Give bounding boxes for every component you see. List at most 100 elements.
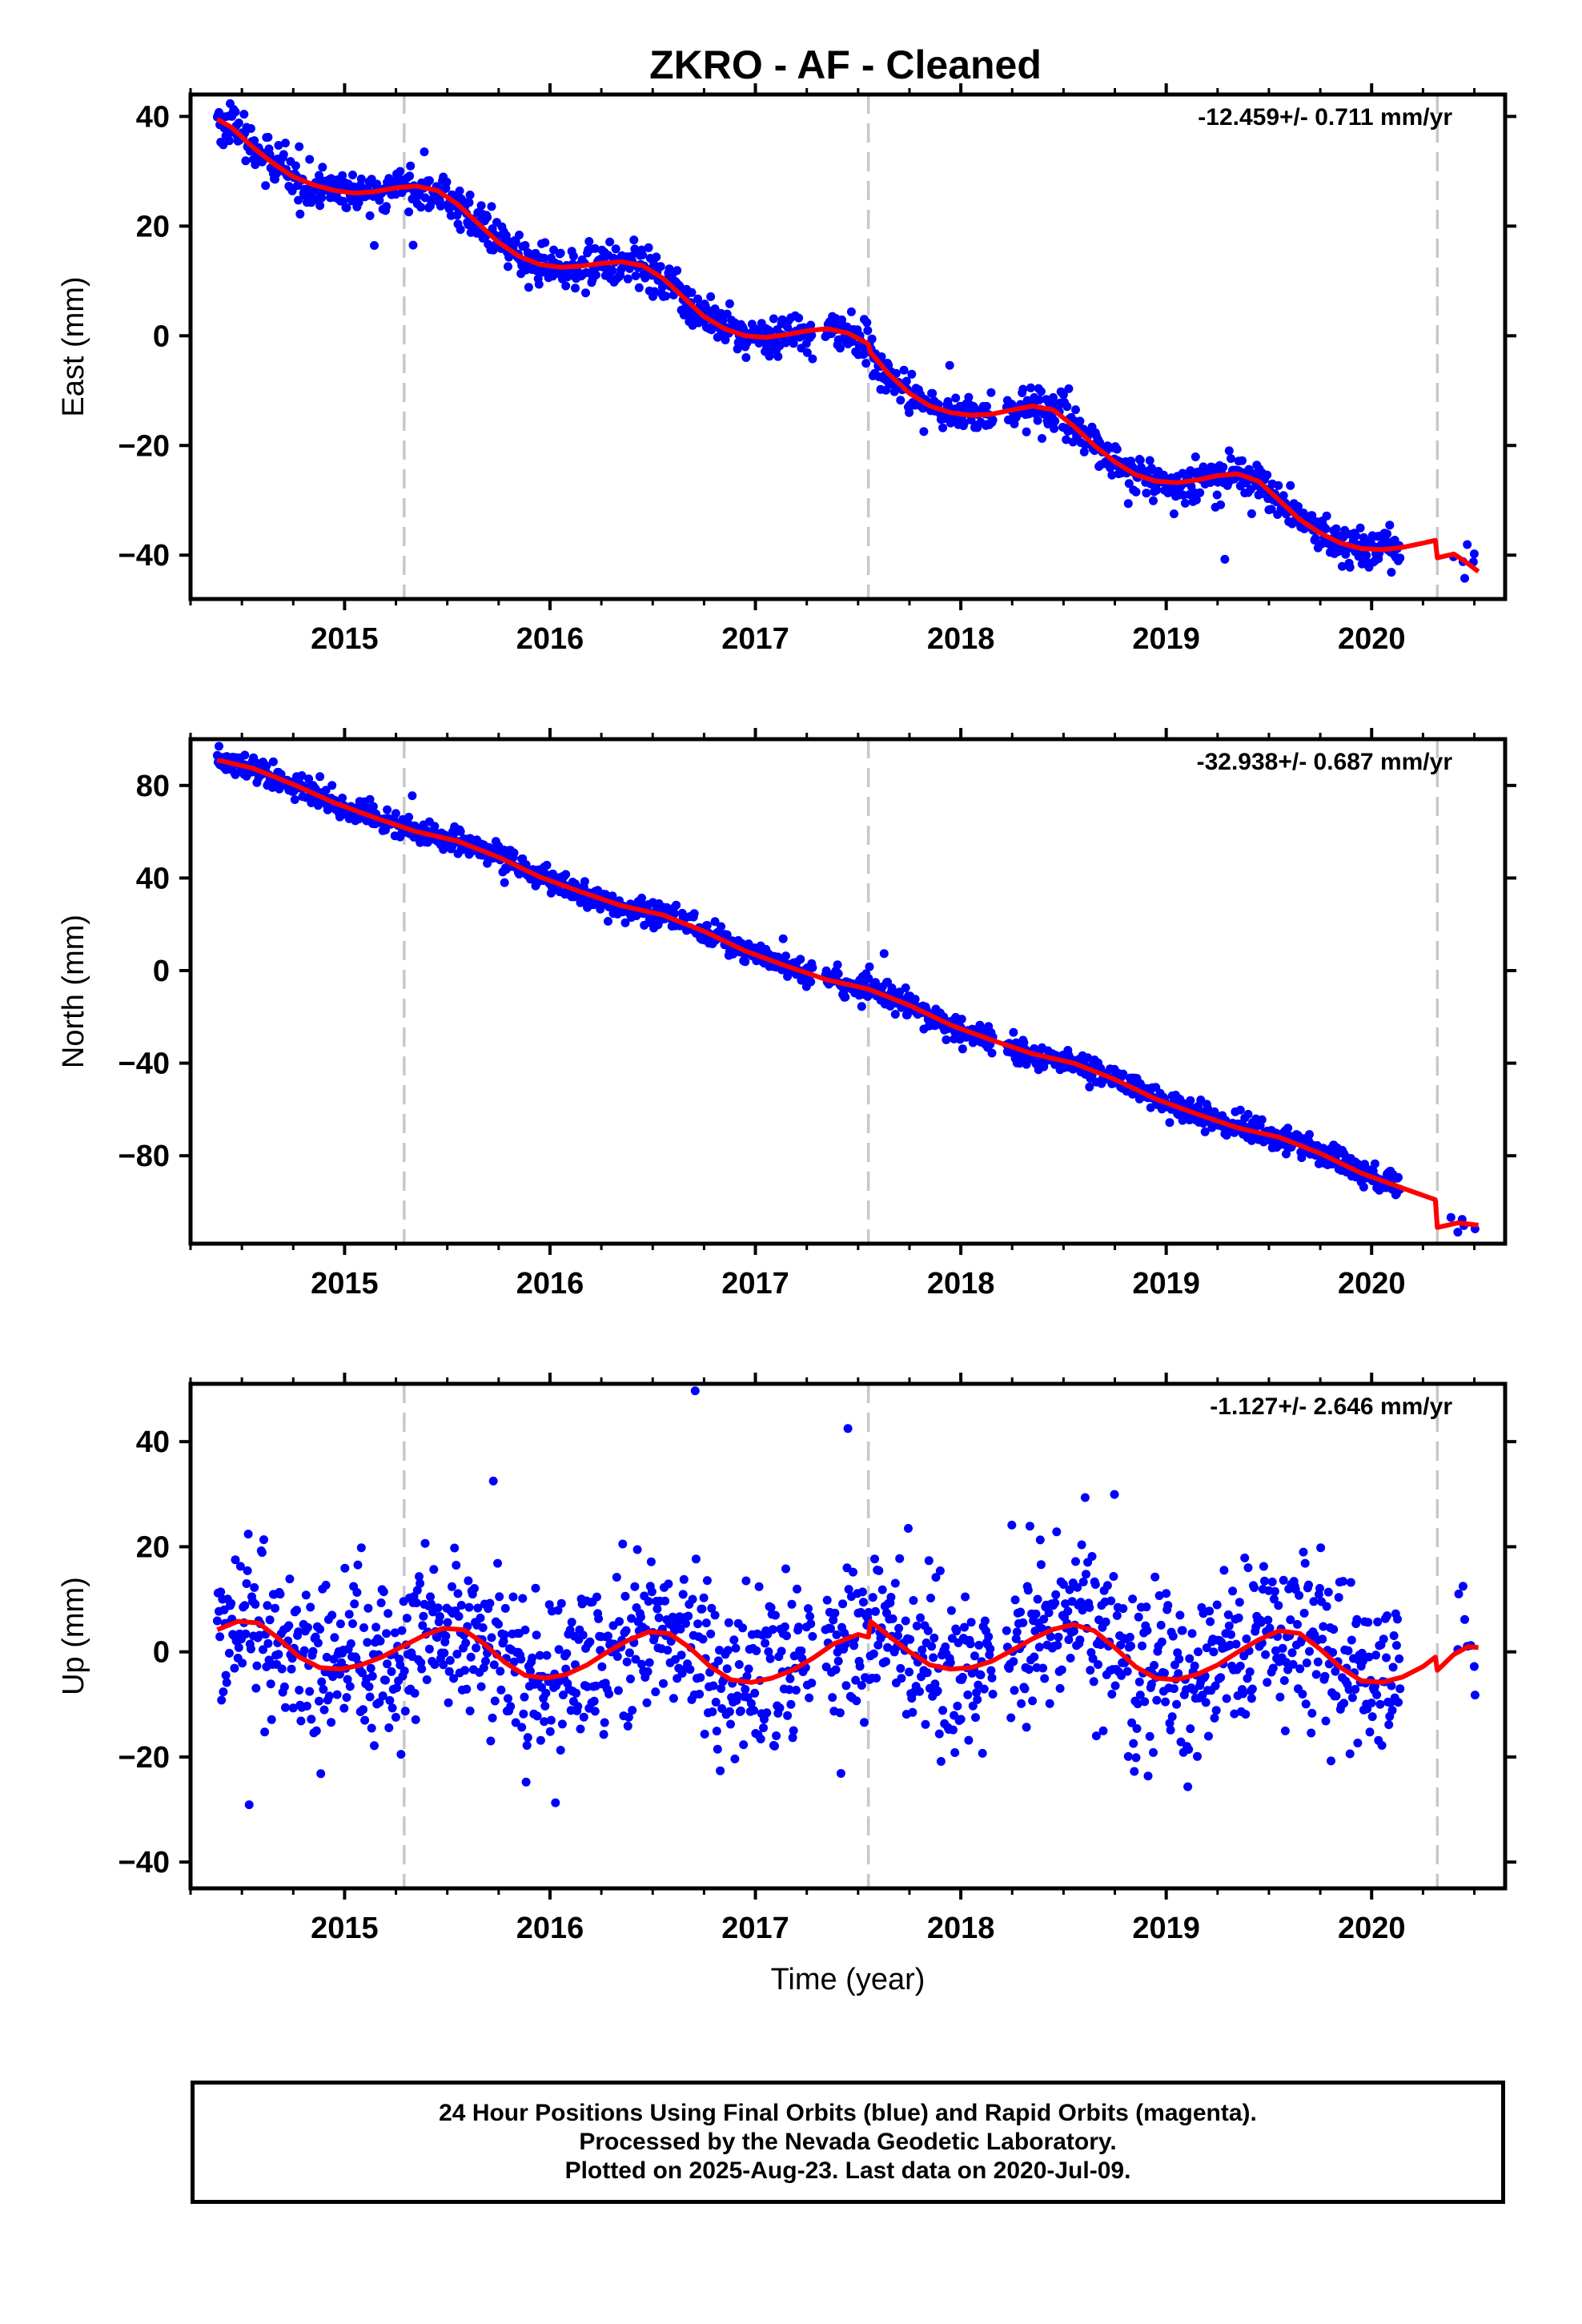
x-tick-label: 2020: [1338, 1912, 1406, 1945]
data-point: [556, 1598, 566, 1608]
data-point: [904, 1524, 913, 1533]
data-point: [384, 1723, 394, 1732]
data-point: [1351, 1685, 1360, 1694]
data-point: [1321, 1716, 1331, 1726]
data-point: [241, 1629, 251, 1638]
data-point: [852, 1696, 861, 1706]
data-point: [1178, 1626, 1187, 1635]
data-point: [1298, 1690, 1307, 1699]
data-point: [722, 1664, 732, 1674]
data-point: [650, 287, 660, 296]
data-point: [1089, 1677, 1098, 1687]
data-point: [368, 802, 378, 811]
data-point: [576, 1724, 585, 1734]
data-point: [1204, 1731, 1213, 1741]
y-tick-label: 40: [136, 862, 170, 895]
data-point: [365, 211, 375, 220]
data-point: [1010, 1686, 1019, 1695]
y-tick-label: −40: [118, 1047, 170, 1081]
data-point: [240, 1601, 250, 1610]
data-point: [1163, 1601, 1173, 1610]
model-line: [216, 758, 1479, 1230]
data-point: [571, 283, 580, 293]
data-point: [504, 252, 514, 262]
data-point: [877, 352, 886, 361]
data-point: [725, 1707, 734, 1716]
data-point: [831, 1665, 841, 1675]
data-point: [456, 225, 465, 235]
data-point: [315, 201, 325, 211]
data-point: [1101, 1617, 1110, 1626]
data-point: [509, 848, 519, 858]
data-point: [1083, 1053, 1093, 1063]
data-point: [733, 344, 742, 354]
data-point: [711, 1698, 721, 1707]
data-point: [1353, 1739, 1363, 1747]
data-point: [684, 1611, 693, 1621]
data-point: [241, 156, 251, 166]
data-point: [1388, 1663, 1398, 1672]
data-point: [1294, 501, 1303, 511]
data-point: [408, 791, 417, 801]
data-point: [297, 771, 307, 780]
data-point: [709, 1681, 718, 1691]
data-point: [879, 949, 889, 959]
data-point: [656, 262, 665, 271]
data-point: [464, 1576, 473, 1586]
data-point: [415, 1572, 424, 1582]
data-point: [729, 1635, 739, 1645]
data-point: [895, 1554, 905, 1563]
data-point: [611, 244, 620, 254]
data-point: [250, 1582, 259, 1592]
data-point: [1036, 1560, 1046, 1570]
data-point: [1134, 1677, 1144, 1687]
data-point: [868, 1593, 877, 1602]
data-point: [721, 336, 730, 344]
data-point: [553, 1606, 563, 1615]
data-point: [941, 1642, 950, 1651]
data-point: [215, 742, 223, 751]
data-point: [259, 1645, 267, 1655]
data-point: [780, 1622, 789, 1631]
data-point: [926, 1594, 935, 1602]
data-point: [978, 1748, 987, 1758]
data-point: [1364, 1652, 1374, 1662]
chart-title: ZKRO - AF - Cleaned: [649, 42, 1042, 87]
data-point: [731, 1643, 741, 1653]
data-point: [531, 1583, 540, 1593]
data-point: [951, 393, 961, 403]
data-point: [1279, 491, 1288, 501]
data-point: [861, 359, 871, 368]
data-point: [501, 231, 511, 240]
data-point: [986, 388, 996, 397]
data-point: [643, 1667, 652, 1676]
data-point: [750, 1688, 760, 1698]
data-point: [1138, 1641, 1146, 1651]
data-point: [360, 1715, 370, 1725]
data-point: [613, 1686, 623, 1695]
data-point: [597, 1662, 607, 1671]
data-point: [901, 376, 911, 386]
data-point: [972, 1688, 982, 1698]
data-point: [851, 1675, 861, 1685]
data-point: [536, 1735, 545, 1745]
data-point: [697, 1604, 707, 1614]
rate-label: -1.127+/- 2.646 mm/yr: [1210, 1393, 1452, 1420]
data-point: [243, 1566, 252, 1575]
data-point: [479, 1663, 488, 1673]
data-point: [1126, 1641, 1135, 1651]
data-point: [688, 1594, 697, 1604]
data-point: [929, 1653, 938, 1663]
data-point: [518, 1594, 528, 1603]
data-point: [1387, 1706, 1397, 1715]
data-point: [1458, 1582, 1468, 1591]
data-point: [1050, 1598, 1060, 1608]
data-point: [777, 1647, 786, 1656]
data-point: [726, 1719, 735, 1729]
data-point: [1090, 1580, 1100, 1589]
data-point: [1283, 1124, 1293, 1133]
data-point: [1018, 1618, 1028, 1627]
data-point: [807, 331, 817, 340]
data-point: [443, 1618, 452, 1627]
data-point: [663, 1646, 673, 1655]
